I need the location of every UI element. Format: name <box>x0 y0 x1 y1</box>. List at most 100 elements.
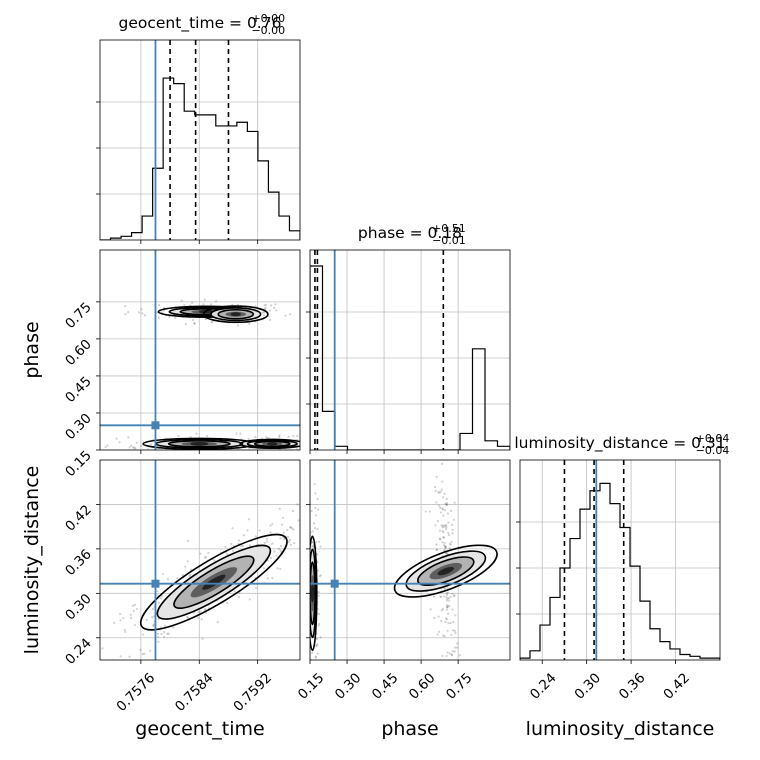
scatter-point <box>162 631 166 634</box>
scatter-point <box>399 454 401 456</box>
scatter-point <box>441 541 444 544</box>
scatter-point <box>151 607 154 611</box>
scatter-point <box>271 577 274 580</box>
density-contour <box>310 584 315 603</box>
scatter-point <box>306 565 308 567</box>
x-tick-label: 0.15 <box>295 670 328 703</box>
scatter-point <box>140 445 143 448</box>
scatter-point <box>143 652 146 655</box>
scatter-point <box>262 314 266 317</box>
scatter-point <box>287 540 291 543</box>
scatter-point <box>170 452 172 454</box>
scatter-point <box>445 528 448 531</box>
scatter-point <box>302 444 304 446</box>
scatter-point <box>441 524 444 527</box>
scatter-point <box>445 605 449 609</box>
scatter-point <box>134 447 137 450</box>
scatter-point <box>435 475 438 478</box>
scatter-point <box>283 538 286 541</box>
scatter-point <box>445 618 448 621</box>
scatter-point <box>248 544 251 547</box>
scatter-point <box>132 609 135 613</box>
scatter-point <box>448 542 451 545</box>
scatter-point <box>319 574 322 577</box>
scatter-point <box>445 678 447 680</box>
scatter-point <box>177 435 180 438</box>
scatter-point <box>454 646 457 649</box>
title-minus-error: −0.01 <box>432 234 466 247</box>
scatter-point <box>446 512 449 515</box>
scatter-point <box>306 530 308 532</box>
scatter-point <box>305 577 307 579</box>
scatter-point <box>317 624 320 627</box>
scatter-point <box>263 304 266 307</box>
scatter-point <box>448 652 451 655</box>
x-tick-label: 0.7592 <box>230 670 275 715</box>
scatter-point <box>101 662 103 664</box>
scatter-point <box>157 303 161 307</box>
scatter-point <box>203 556 206 559</box>
panel-content <box>305 460 510 680</box>
scatter-point <box>444 524 447 527</box>
scatter-point <box>312 522 316 525</box>
scatter-point <box>130 444 133 447</box>
scatter-point <box>206 435 209 438</box>
scatter-point <box>450 653 453 656</box>
scatter-point <box>231 527 234 530</box>
y-tick-label: 0.30 <box>62 591 95 624</box>
panel-background <box>100 40 300 240</box>
scatter-point <box>439 511 443 514</box>
scatter-point <box>445 608 449 611</box>
scatter-point <box>289 543 292 547</box>
density-contour <box>190 441 209 446</box>
scatter-point <box>289 526 292 529</box>
scatter-point <box>318 575 321 578</box>
scatter-point <box>269 524 272 527</box>
scatter-point <box>446 606 449 609</box>
scatter-point <box>424 510 427 513</box>
scatter-point <box>131 446 135 449</box>
panel-background <box>520 460 720 660</box>
scatter-point <box>160 632 163 636</box>
scatter-point <box>319 636 322 639</box>
scatter-point <box>186 560 189 563</box>
scatter-point <box>124 305 127 308</box>
title-minus-error: −0.00 <box>251 24 285 37</box>
scatter-point <box>437 615 440 618</box>
scatter-point <box>447 521 450 524</box>
scatter-point <box>274 303 277 306</box>
density-contour <box>437 566 454 576</box>
scatter-point <box>313 527 317 530</box>
scatter-point <box>207 551 210 554</box>
scatter-point <box>433 616 436 620</box>
scatter-point <box>180 299 183 302</box>
scatter-point <box>189 573 192 576</box>
scatter-point <box>312 545 315 548</box>
scatter-point <box>237 596 241 599</box>
scatter-point <box>442 660 444 662</box>
scatter-point <box>449 595 452 599</box>
scatter-point <box>137 311 141 314</box>
scatter-point <box>193 322 196 325</box>
scatter-point <box>438 537 442 540</box>
scatter-point <box>189 435 192 439</box>
scatter-point <box>313 483 316 486</box>
scatter-point <box>441 654 444 658</box>
scatter-point <box>157 601 161 605</box>
scatter-point <box>286 528 289 531</box>
scatter-point <box>445 603 449 607</box>
scatter-point <box>101 647 104 650</box>
scatter-point <box>318 622 321 625</box>
scatter-point <box>276 567 279 570</box>
scatter-point <box>236 324 240 327</box>
scatter-point <box>312 664 314 666</box>
scatter-point <box>135 441 138 444</box>
title-plus-error: +0.51 <box>432 222 466 235</box>
scatter-point <box>113 621 116 625</box>
scatter-point <box>240 452 242 454</box>
scatter-point <box>439 538 442 541</box>
scatter-point <box>310 509 313 513</box>
scatter-point <box>316 637 319 641</box>
scatter-point <box>166 632 169 635</box>
scatter-point <box>441 507 444 510</box>
